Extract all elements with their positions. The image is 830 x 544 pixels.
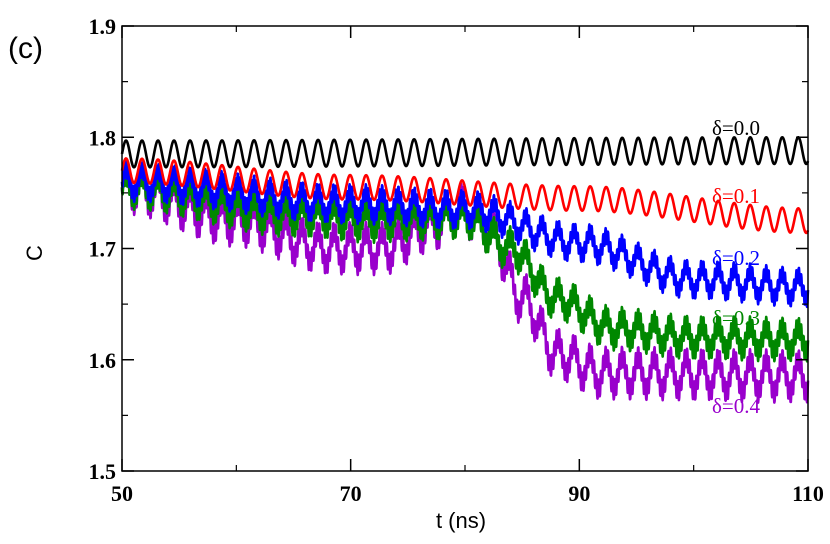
x-tick-label: 70	[340, 481, 362, 506]
series-label-delta-03: δ=0.3	[712, 306, 760, 330]
x-axis-label: t (ns)	[436, 508, 486, 533]
y-tick-label: 1.9	[89, 14, 117, 39]
x-tick-label: 110	[792, 481, 824, 506]
y-axis-label: C	[22, 245, 47, 261]
series-label-delta-01: δ=0.1	[712, 184, 760, 208]
series-line-delta-02	[120, 160, 810, 309]
axis-ticks	[121, 25, 809, 472]
y-tick-label: 1.7	[89, 237, 117, 262]
x-tick-label: 90	[568, 481, 590, 506]
series-label-delta-00: δ=0.0	[712, 116, 760, 140]
panel-label: (c)	[8, 32, 43, 65]
y-tick-label: 1.5	[89, 459, 117, 484]
axis-tick-labels: 50 70 90 110 1.5 1.6 1.7 1.8 1.9	[89, 14, 824, 506]
series-labels: δ=0.0 δ=0.1 δ=0.2 δ=0.3 δ=0.4	[712, 116, 760, 418]
y-tick-label: 1.8	[89, 125, 117, 150]
series-line-delta-00	[120, 135, 810, 169]
plot-frame	[121, 25, 809, 472]
series-label-delta-04: δ=0.4	[712, 394, 760, 418]
x-tick-label: 50	[111, 481, 133, 506]
series-line-delta-01	[120, 157, 810, 235]
series-line-delta-03	[120, 163, 810, 363]
y-tick-label: 1.6	[89, 348, 117, 373]
series-label-delta-02: δ=0.2	[712, 246, 760, 270]
plot-lines	[120, 135, 810, 404]
